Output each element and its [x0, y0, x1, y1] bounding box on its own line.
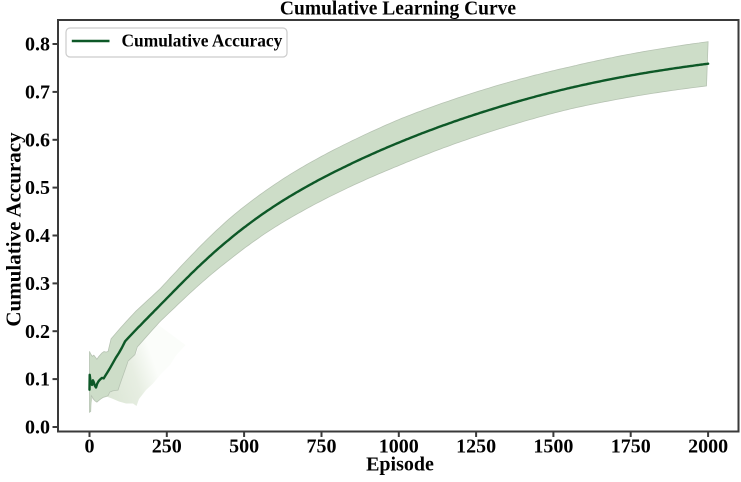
- svg-text:1250: 1250: [456, 435, 496, 457]
- svg-text:1750: 1750: [611, 435, 651, 457]
- svg-text:0.3: 0.3: [25, 273, 50, 295]
- svg-text:Cumulative Accuracy: Cumulative Accuracy: [122, 31, 283, 51]
- svg-text:0.6: 0.6: [25, 129, 50, 151]
- svg-text:0.2: 0.2: [25, 321, 50, 343]
- svg-text:750: 750: [307, 435, 337, 457]
- svg-text:0: 0: [85, 435, 95, 457]
- svg-text:500: 500: [229, 435, 259, 457]
- svg-text:Cumulative Learning Curve: Cumulative Learning Curve: [280, 0, 517, 20]
- svg-text:Episode: Episode: [366, 454, 434, 476]
- svg-text:1500: 1500: [533, 435, 573, 457]
- svg-text:250: 250: [152, 435, 182, 457]
- svg-text:0.5: 0.5: [25, 177, 50, 199]
- svg-text:0.0: 0.0: [25, 417, 50, 439]
- svg-text:2000: 2000: [688, 435, 728, 457]
- svg-text:Cumulative Accuracy: Cumulative Accuracy: [2, 132, 26, 327]
- svg-text:0.7: 0.7: [25, 82, 50, 104]
- svg-text:0.4: 0.4: [25, 225, 50, 247]
- svg-text:0.1: 0.1: [25, 369, 50, 391]
- svg-text:1000: 1000: [379, 435, 419, 457]
- svg-text:0.8: 0.8: [25, 34, 50, 56]
